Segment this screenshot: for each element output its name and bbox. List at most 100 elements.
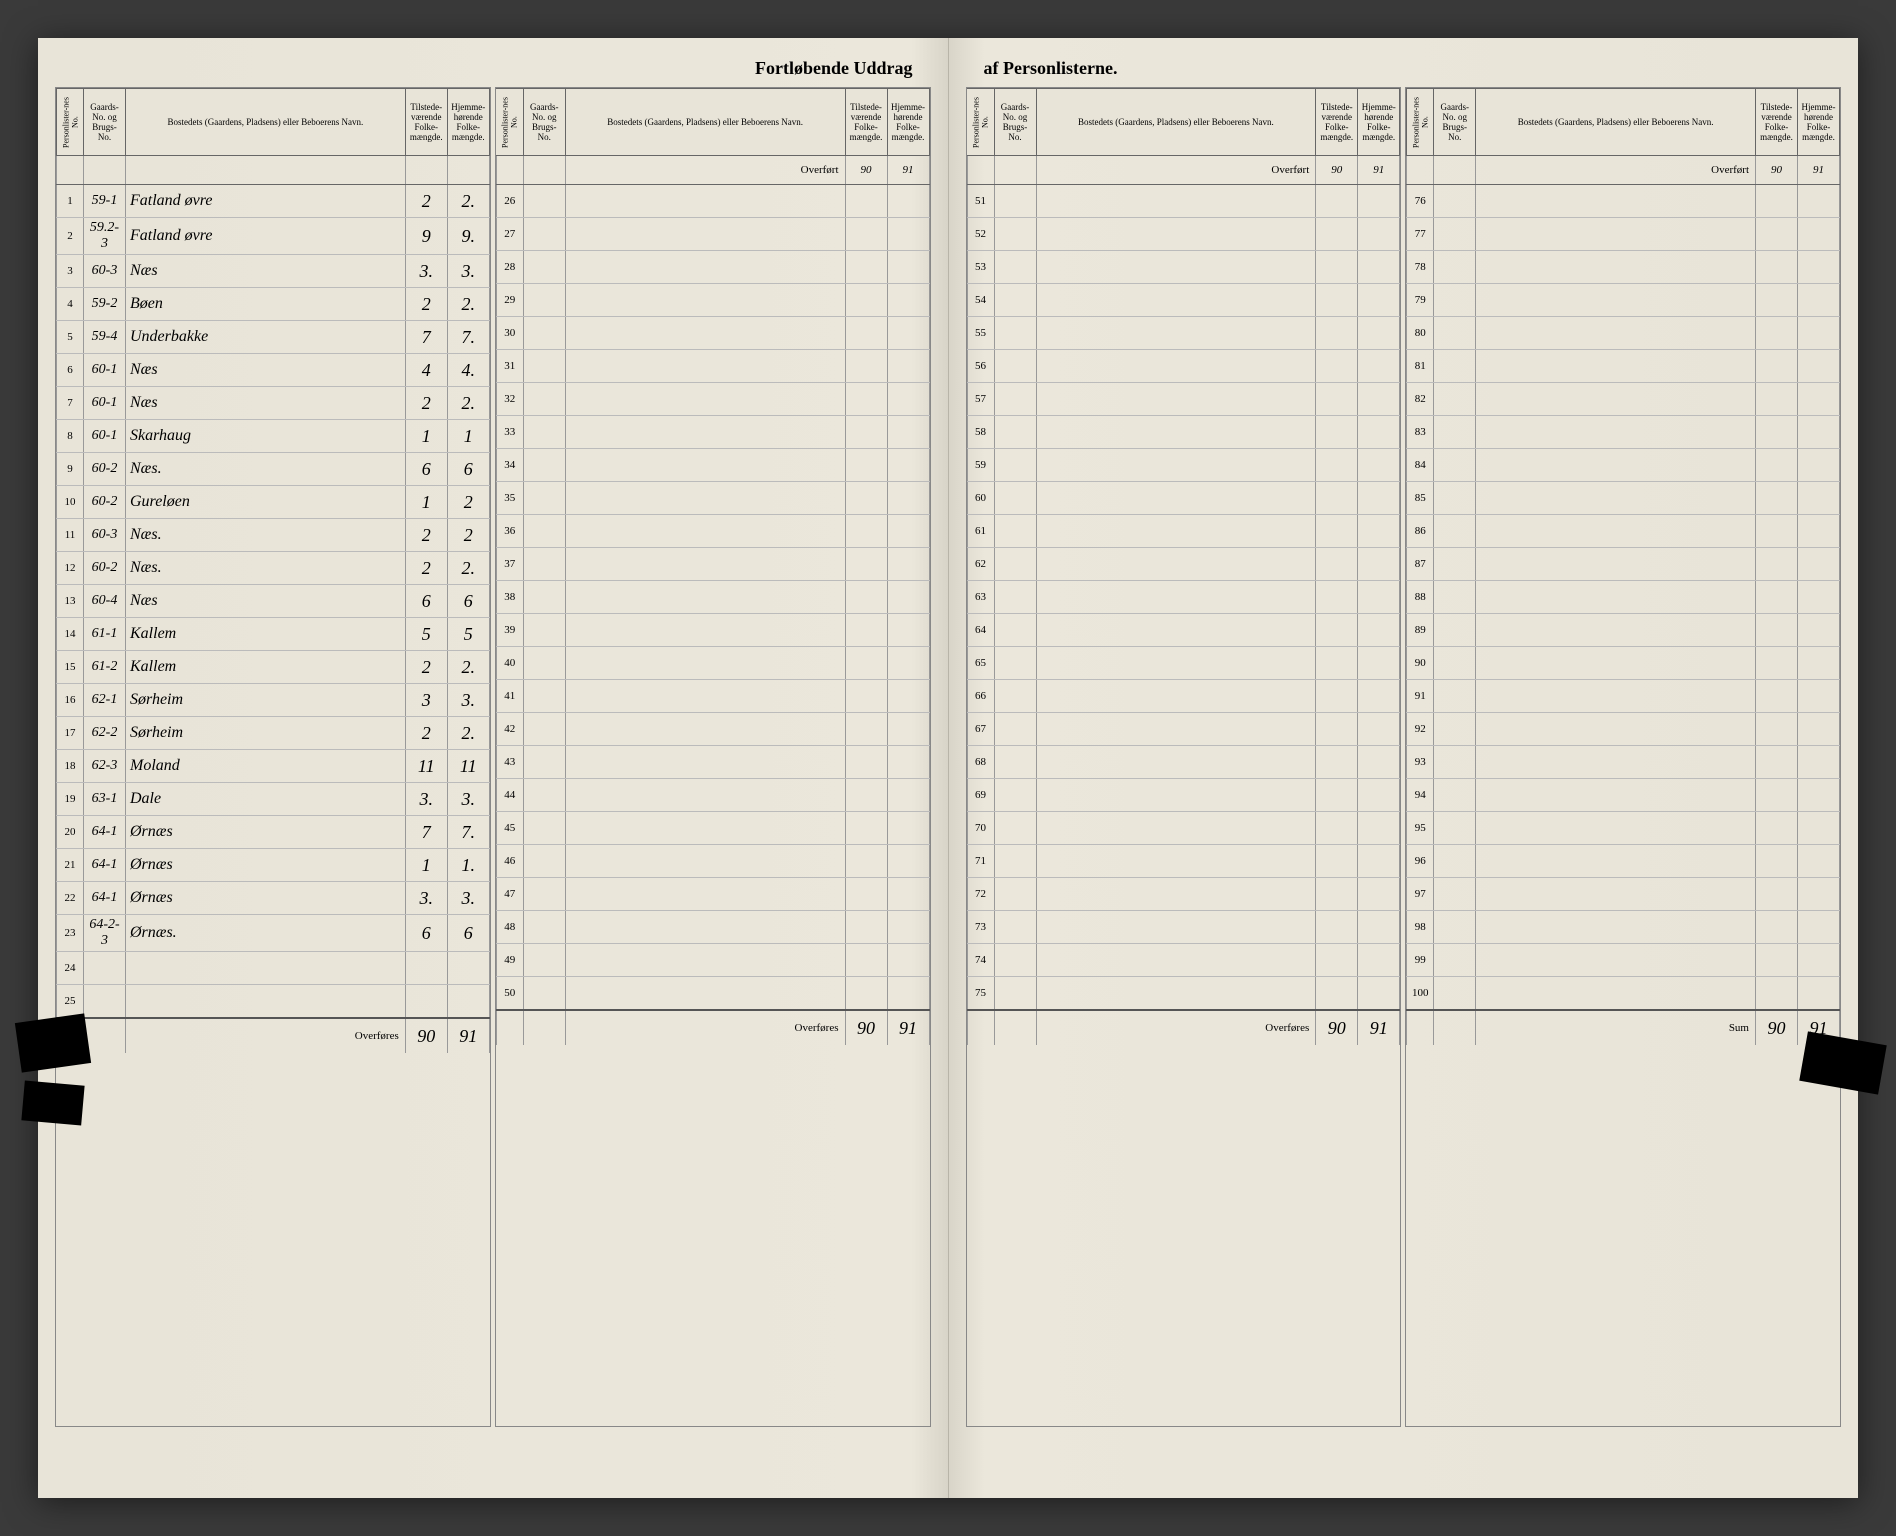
gaards-no: 64-1 <box>84 849 126 882</box>
table-row: 34 <box>496 449 929 482</box>
totals-row: Overføres 90 91 <box>57 1018 490 1053</box>
row-number: 92 <box>1407 713 1434 746</box>
tilstede-value <box>845 548 887 581</box>
table-row: 38 <box>496 581 929 614</box>
table-row: 90 <box>1407 647 1840 680</box>
tilstede-value <box>1316 845 1358 878</box>
table-row: 1 59-1 Fatland øvre 2 2. <box>57 185 490 218</box>
row-number: 24 <box>57 952 84 985</box>
tilstede-value <box>845 251 887 284</box>
gaards-no <box>994 845 1036 878</box>
table-row: 2 59.2-3 Fatland øvre 9 9. <box>57 218 490 255</box>
bosted-name: Næs <box>126 354 406 387</box>
tilstede-value <box>845 845 887 878</box>
hjemme-value <box>887 746 929 779</box>
gaards-no <box>994 746 1036 779</box>
table-row: 26 <box>496 185 929 218</box>
table-row: 71 <box>967 845 1400 878</box>
hjemme-value: 2 <box>447 486 489 519</box>
gaards-no: 60-1 <box>84 387 126 420</box>
gaards-no <box>994 284 1036 317</box>
bosted-name <box>1036 581 1316 614</box>
row-number: 21 <box>57 849 84 882</box>
table-row: 10 60-2 Gureløen 1 2 <box>57 486 490 519</box>
header-personliste: Personlister-nes No. <box>967 89 994 156</box>
row-number: 77 <box>1407 218 1434 251</box>
gaards-no <box>1434 581 1476 614</box>
row-number: 50 <box>496 977 523 1011</box>
bosted-name: Næs. <box>126 552 406 585</box>
table-row: 73 <box>967 911 1400 944</box>
hjemme-value <box>1358 317 1400 350</box>
row-number: 54 <box>967 284 994 317</box>
bosted-name: Kallem <box>126 618 406 651</box>
tilstede-value <box>845 812 887 845</box>
row-number: 48 <box>496 911 523 944</box>
bosted-name: Næs <box>126 255 406 288</box>
table-row: 5 59-4 Underbakke 7 7. <box>57 321 490 354</box>
bosted-name <box>1476 812 1756 845</box>
bosted-name <box>1476 878 1756 911</box>
gaards-no <box>1434 812 1476 845</box>
table-row: 36 <box>496 515 929 548</box>
row-number: 85 <box>1407 482 1434 515</box>
hjemme-value: 6 <box>447 453 489 486</box>
bosted-name <box>1036 845 1316 878</box>
tilstede-value <box>405 952 447 985</box>
hjemme-value <box>1798 911 1840 944</box>
hjemme-value <box>1358 713 1400 746</box>
table-row: 77 <box>1407 218 1840 251</box>
hjemme-value <box>1358 614 1400 647</box>
gaards-no: 59-1 <box>84 185 126 218</box>
hjemme-value <box>1798 812 1840 845</box>
gaards-no <box>1434 185 1476 218</box>
gaards-no <box>523 581 565 614</box>
header-bosted: Bostedets (Gaardens, Pladsens) eller Beb… <box>565 89 845 156</box>
bosted-name: Moland <box>126 750 406 783</box>
row-number: 89 <box>1407 614 1434 647</box>
row-number: 61 <box>967 515 994 548</box>
tilstede-value <box>845 284 887 317</box>
gaards-no <box>1434 251 1476 284</box>
gaards-no: 64-2-3 <box>84 915 126 952</box>
table-row: 49 <box>496 944 929 977</box>
bosted-name <box>1476 185 1756 218</box>
row-number: 42 <box>496 713 523 746</box>
table-row: 23 64-2-3 Ørnæs. 6 6 <box>57 915 490 952</box>
row-number: 29 <box>496 284 523 317</box>
table-row: 50 <box>496 977 929 1011</box>
hjemme-value <box>1798 746 1840 779</box>
tilstede-value <box>845 515 887 548</box>
tilstede-value <box>1756 548 1798 581</box>
gaards-no <box>1434 548 1476 581</box>
table-row: 62 <box>967 548 1400 581</box>
overfort-row: Overført 90 91 <box>1407 156 1840 185</box>
gaards-no <box>523 911 565 944</box>
row-number: 74 <box>967 944 994 977</box>
gaards-no <box>1434 713 1476 746</box>
binder-clip <box>21 1080 84 1125</box>
hjemme-value: 7. <box>447 816 489 849</box>
gaards-no <box>523 548 565 581</box>
overfort-label: Overført <box>565 156 845 185</box>
hjemme-value <box>887 812 929 845</box>
totals-label: Overføres <box>1036 1010 1316 1045</box>
hjemme-value <box>1798 548 1840 581</box>
bosted-name <box>565 614 845 647</box>
row-number: 66 <box>967 680 994 713</box>
hjemme-value <box>1798 383 1840 416</box>
hjemme-value <box>1358 977 1400 1011</box>
table-row: 61 <box>967 515 1400 548</box>
table-row: 7 60-1 Næs 2 2. <box>57 387 490 420</box>
tilstede-value <box>845 878 887 911</box>
tilstede-value <box>845 680 887 713</box>
gaards-no <box>994 944 1036 977</box>
tilstede-value <box>845 977 887 1011</box>
gaards-no <box>84 952 126 985</box>
tilstede-value <box>1756 812 1798 845</box>
row-number: 64 <box>967 614 994 647</box>
table-row: 30 <box>496 317 929 350</box>
right-page: af Personlisterne. Personlister-nes No. … <box>949 38 1859 1498</box>
table-row: 15 61-2 Kallem 2 2. <box>57 651 490 684</box>
gaards-no <box>994 977 1036 1011</box>
